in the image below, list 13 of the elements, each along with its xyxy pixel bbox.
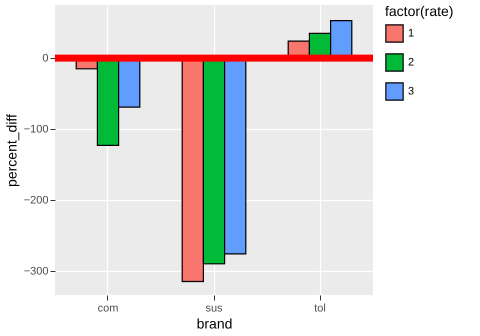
x-tick-label: sus [205,302,224,314]
y-tick-label: −100 [24,124,48,136]
y-tick-label: −300 [24,265,48,278]
y-axis-title: percent_diff [4,114,20,187]
y-tick-label: 0 [42,52,48,65]
legend-label: 1 [408,28,414,40]
legend-label: 2 [408,56,414,68]
legend-title: factor(rate) [385,3,454,19]
y-tick-label: −200 [24,194,48,206]
x-tick-label: com [98,302,118,314]
x-axis-title: brand [196,316,232,332]
x-tick-label: tol [314,302,326,314]
legend-label: 3 [408,86,414,98]
